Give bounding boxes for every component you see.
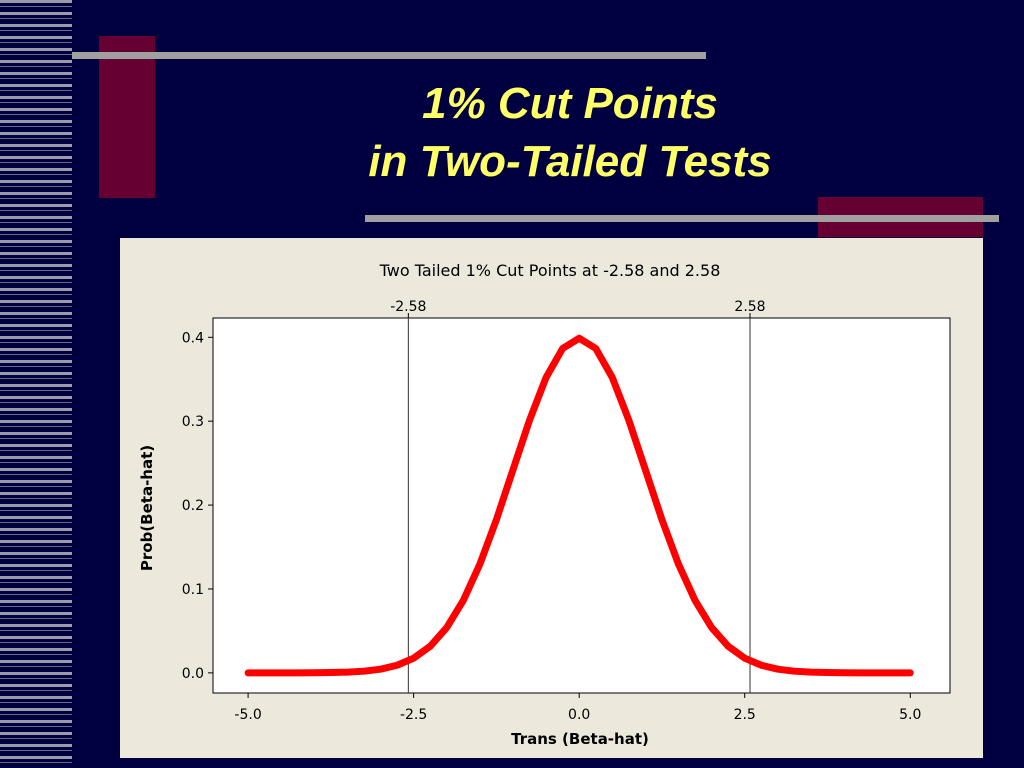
x-tick-label: 5.0 (899, 707, 921, 723)
reference-label: -2.58 (390, 299, 426, 315)
y-tick-label: 0.3 (182, 414, 204, 430)
x-tick-label: -2.5 (400, 707, 427, 723)
accent-bar (365, 215, 999, 222)
slide-title: 1% Cut Points (422, 79, 718, 128)
x-tick-label: 2.5 (734, 707, 756, 723)
accent-block (99, 36, 155, 198)
reference-label: 2.58 (734, 299, 765, 315)
y-tick-label: 0.4 (182, 330, 204, 346)
x-tick-label: 0.0 (568, 707, 590, 723)
stripe-decoration (0, 0, 72, 768)
plot-area (212, 317, 951, 694)
x-axis-label: Trans (Beta-hat) (511, 730, 649, 748)
y-axis-label: Prob(Beta-hat) (138, 445, 156, 571)
y-tick-label: 0.0 (182, 666, 204, 682)
chart-title: Two Tailed 1% Cut Points at -2.58 and 2.… (379, 261, 721, 280)
x-tick-label: -5.0 (234, 707, 261, 723)
y-tick-label: 0.1 (182, 582, 204, 598)
accent-bar (72, 52, 706, 59)
slide-title: in Two-Tailed Tests (368, 137, 771, 186)
curve (244, 334, 914, 677)
y-tick-label: 0.2 (182, 498, 204, 514)
